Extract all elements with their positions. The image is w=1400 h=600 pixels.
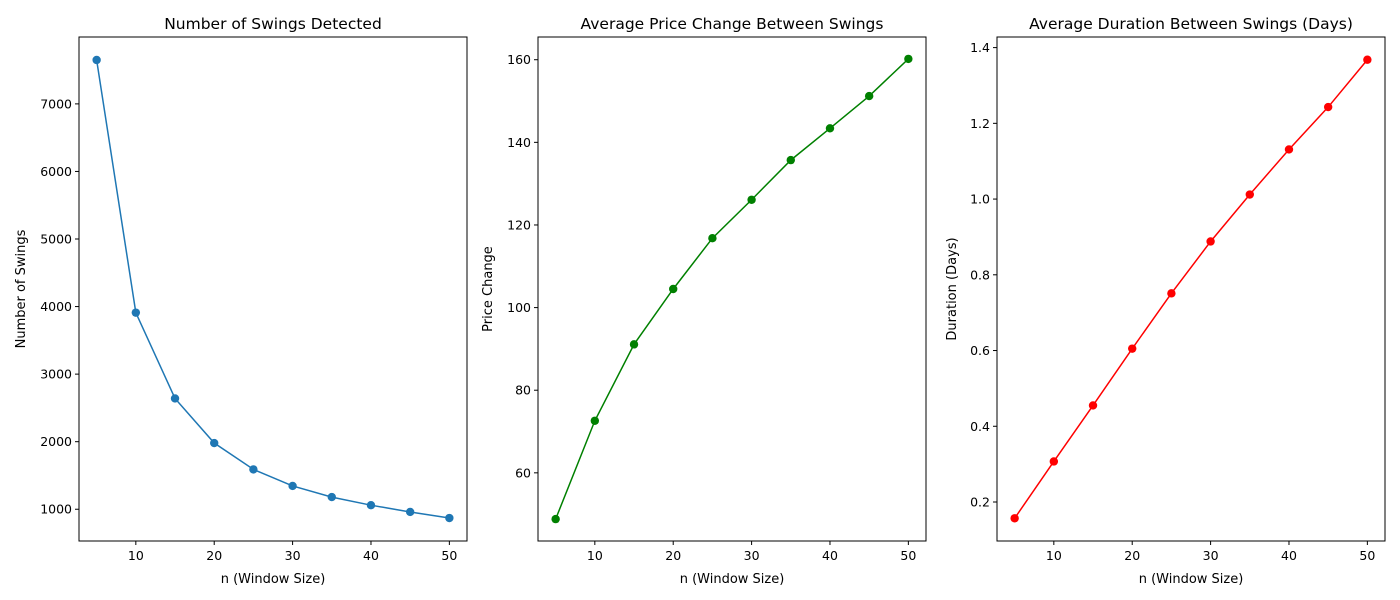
y-tick-label: 140 (507, 135, 531, 150)
data-point (1010, 514, 1019, 523)
data-point (786, 155, 795, 165)
y-tick-label: 160 (507, 52, 531, 67)
series-line (95, 59, 450, 519)
chart-title: Average Duration Between Swings (Days) (1029, 15, 1353, 33)
data-point (405, 507, 415, 517)
data-point (1245, 190, 1254, 199)
plot-frame (537, 36, 927, 542)
chart-title: Number of Swings Detected (164, 15, 382, 33)
y-tick-label: 100 (507, 300, 531, 315)
data-point (1088, 401, 1098, 410)
x-tick-label: 10 (128, 548, 144, 563)
y-tick-label: 0.8 (970, 267, 990, 282)
data-point (249, 465, 258, 474)
data-point (210, 438, 219, 448)
chart-title: Average Price Change Between Swings (581, 15, 884, 33)
y-tick-label: 1.2 (970, 116, 990, 131)
y-axis-label: Number of Swings (14, 229, 29, 348)
x-tick-label: 20 (665, 548, 681, 563)
data-point (904, 54, 913, 64)
plot-frame (78, 36, 468, 542)
data-point (366, 500, 376, 510)
x-tick-label: 50 (441, 548, 457, 563)
x-tick-label: 50 (1359, 548, 1375, 563)
x-tick-label: 30 (744, 548, 760, 563)
x-tick-label: 10 (587, 548, 603, 563)
data-point (551, 514, 560, 524)
y-tick-label: 1.0 (970, 192, 990, 207)
y-axis-label: Duration (Days) (945, 237, 960, 340)
y-tick-label: 7000 (40, 96, 72, 111)
y-axis-label: Price Change (481, 246, 496, 332)
data-point (327, 492, 336, 502)
data-point (170, 394, 180, 403)
y-tick-label: 4000 (40, 299, 72, 314)
data-point (1128, 344, 1137, 353)
y-tick-label: 60 (515, 465, 531, 480)
plot-frame (996, 36, 1386, 542)
x-axis-label: n (Window Size) (680, 572, 785, 587)
data-point (92, 55, 101, 65)
y-tick-label: 1.4 (970, 40, 990, 55)
chart-duration: Average Duration Between Swings (Days) n… (945, 15, 1386, 587)
x-tick-label: 40 (822, 548, 838, 563)
data-point (864, 91, 874, 101)
series-line (554, 58, 909, 520)
y-tick-label: 0.6 (970, 343, 990, 358)
x-axis-label: n (Window Size) (221, 572, 326, 587)
data-point (590, 416, 600, 425)
data-point (1049, 457, 1059, 466)
chart-swings-count: Number of Swings Detected n (Window Size… (14, 15, 468, 587)
chart-price-change: Average Price Change Between Swings n (W… (481, 15, 927, 587)
data-point (1323, 102, 1333, 112)
data-point (708, 233, 717, 243)
x-tick-label: 20 (1124, 548, 1140, 563)
y-tick-label: 3000 (40, 367, 72, 382)
x-tick-label: 50 (900, 548, 916, 563)
y-tick-label: 80 (515, 383, 531, 398)
data-point (131, 308, 141, 317)
data-point (747, 195, 756, 204)
y-tick-label: 120 (507, 217, 531, 232)
data-point (1284, 145, 1294, 154)
series-line (1014, 59, 1368, 519)
y-tick-label: 6000 (40, 164, 72, 179)
x-tick-label: 10 (1046, 548, 1062, 563)
x-axis-label: n (Window Size) (1139, 572, 1244, 587)
data-point (445, 513, 454, 523)
y-tick-label: 0.2 (970, 494, 990, 509)
x-tick-label: 30 (1203, 548, 1219, 563)
x-tick-label: 30 (285, 548, 301, 563)
data-point (1167, 289, 1176, 298)
y-tick-label: 5000 (40, 232, 72, 247)
data-point (1206, 237, 1215, 246)
x-tick-label: 40 (1281, 548, 1297, 563)
y-tick-label: 1000 (40, 502, 72, 517)
data-point (288, 481, 297, 491)
data-point (629, 340, 639, 349)
data-point (825, 124, 835, 133)
x-tick-label: 20 (206, 548, 222, 563)
y-tick-label: 2000 (40, 434, 72, 449)
data-point (1363, 55, 1372, 64)
data-point (669, 284, 678, 294)
y-tick-label: 0.4 (970, 419, 990, 434)
x-tick-label: 40 (363, 548, 379, 563)
